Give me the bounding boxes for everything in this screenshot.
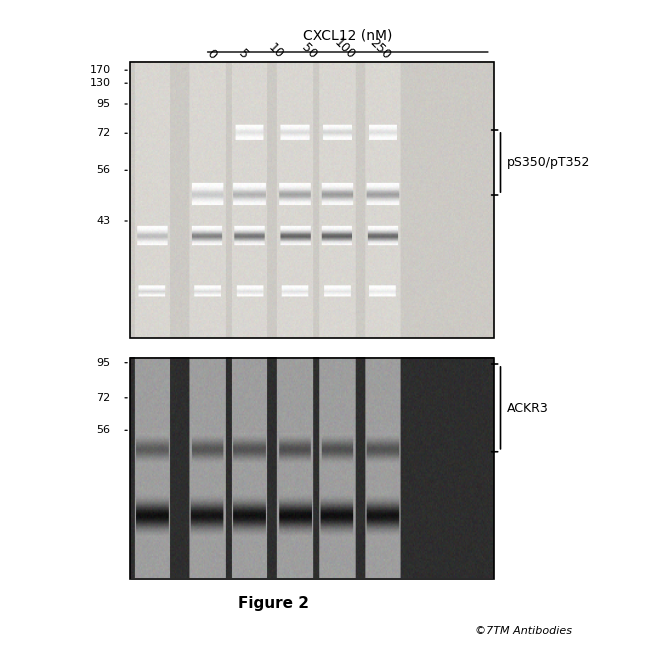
Text: 95: 95: [96, 358, 110, 368]
Text: 10: 10: [266, 42, 287, 62]
Text: CXCL12 (nM): CXCL12 (nM): [303, 28, 393, 42]
Text: 250: 250: [367, 36, 393, 62]
Text: 72: 72: [96, 128, 110, 138]
Text: pS350/pT352: pS350/pT352: [507, 156, 590, 169]
Text: 0: 0: [204, 47, 218, 62]
Text: 72: 72: [96, 393, 110, 403]
Text: Figure 2: Figure 2: [237, 595, 309, 611]
Text: 5: 5: [237, 47, 251, 62]
Bar: [130, 358, 494, 578]
Text: 170: 170: [89, 65, 111, 75]
Text: 130: 130: [90, 78, 110, 88]
Text: 43: 43: [96, 216, 110, 226]
Text: 50: 50: [298, 41, 319, 62]
Text: 95: 95: [96, 99, 110, 109]
Bar: [130, 62, 494, 338]
Text: ©7TM Antibodies: ©7TM Antibodies: [475, 626, 572, 636]
Text: ACKR3: ACKR3: [507, 402, 549, 415]
Text: 56: 56: [96, 425, 110, 436]
Text: 56: 56: [96, 165, 110, 176]
Text: 100: 100: [332, 36, 358, 62]
